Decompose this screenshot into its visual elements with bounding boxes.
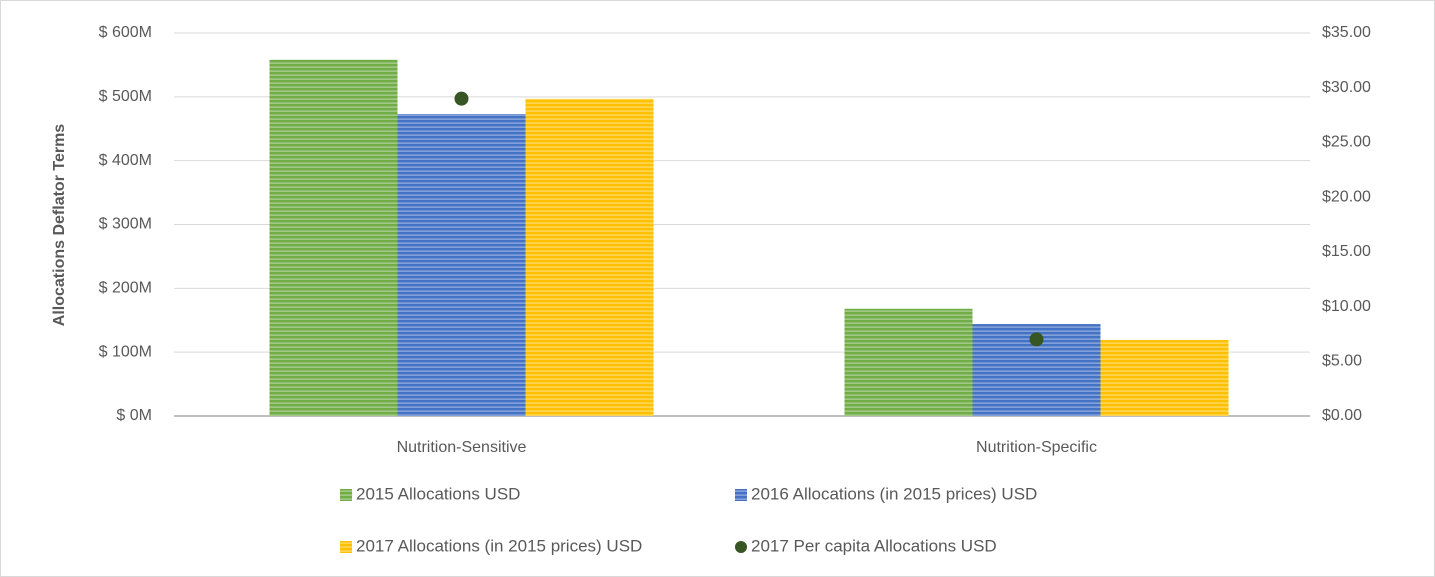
y-tick-label: $ 400M	[99, 152, 152, 169]
y2-tick-label: $15.00	[1322, 243, 1371, 260]
bar	[525, 98, 654, 416]
y2-tick-label: $20.00	[1322, 188, 1371, 205]
y2-tick-label: $0.00	[1322, 407, 1362, 424]
legend-label: 2017 Allocations (in 2015 prices) USD	[356, 536, 642, 555]
y-tick-label: $ 200M	[99, 280, 152, 297]
legend-marker	[735, 541, 747, 553]
x-tick-label: Nutrition-Specific	[976, 439, 1097, 456]
y2-tick-label: $35.00	[1322, 24, 1371, 41]
y-tick-label: $ 0M	[116, 407, 152, 424]
legend-marker	[340, 489, 352, 501]
y-tick-label: $ 100M	[99, 343, 152, 360]
y-tick-label: $ 300M	[99, 216, 152, 233]
bar	[1100, 340, 1229, 416]
y2-tick-label: $25.00	[1322, 134, 1371, 151]
y2-tick-label: $5.00	[1322, 353, 1362, 370]
y2-tick-label: $10.00	[1322, 298, 1371, 315]
y-tick-label: $ 600M	[99, 24, 152, 41]
bar	[844, 308, 973, 416]
legend-marker	[340, 541, 352, 553]
bar	[269, 59, 398, 417]
data-point	[1029, 332, 1044, 347]
legend-label: 2015 Allocations USD	[356, 484, 520, 503]
y-tick-label: $ 500M	[99, 88, 152, 105]
y2-tick-label: $30.00	[1322, 79, 1371, 96]
legend-label: 2017 Per capita Allocations USD	[751, 536, 997, 555]
legend-marker	[735, 489, 747, 501]
legend-label: 2016 Allocations (in 2015 prices) USD	[751, 484, 1037, 503]
y-axis-title: Allocations Deflator Terms	[51, 124, 68, 327]
x-tick-label: Nutrition-Sensitive	[397, 439, 527, 456]
bar	[397, 114, 526, 417]
data-point	[454, 91, 469, 106]
